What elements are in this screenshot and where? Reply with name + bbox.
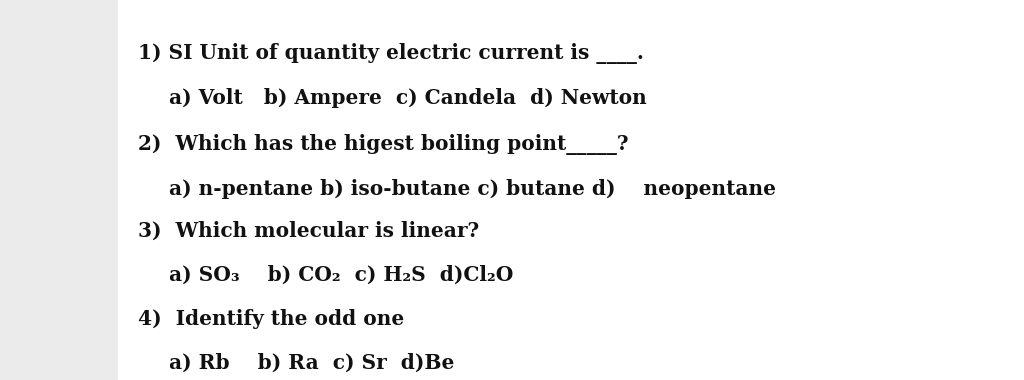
Text: 3)  Which molecular is linear?: 3) Which molecular is linear? — [138, 221, 479, 241]
Bar — [118, 0, 1024, 380]
Text: 1) SI Unit of quantity electric current is ____.: 1) SI Unit of quantity electric current … — [138, 43, 644, 64]
Text: 4)  Identify the odd one: 4) Identify the odd one — [138, 309, 404, 329]
Text: a) n-pentane b) iso-butane c) butane d)    neopentane: a) n-pentane b) iso-butane c) butane d) … — [169, 179, 776, 199]
Text: a) Rb    b) Ra  c) Sr  d)Be: a) Rb b) Ra c) Sr d)Be — [169, 353, 455, 373]
Text: a) Volt   b) Ampere  c) Candela  d) Newton: a) Volt b) Ampere c) Candela d) Newton — [169, 88, 647, 108]
Text: 2)  Which has the higest boiling point_____?: 2) Which has the higest boiling point___… — [138, 134, 629, 155]
Text: a) SO₃    b) CO₂  c) H₂S  d)Cl₂O: a) SO₃ b) CO₂ c) H₂S d)Cl₂O — [169, 265, 513, 285]
